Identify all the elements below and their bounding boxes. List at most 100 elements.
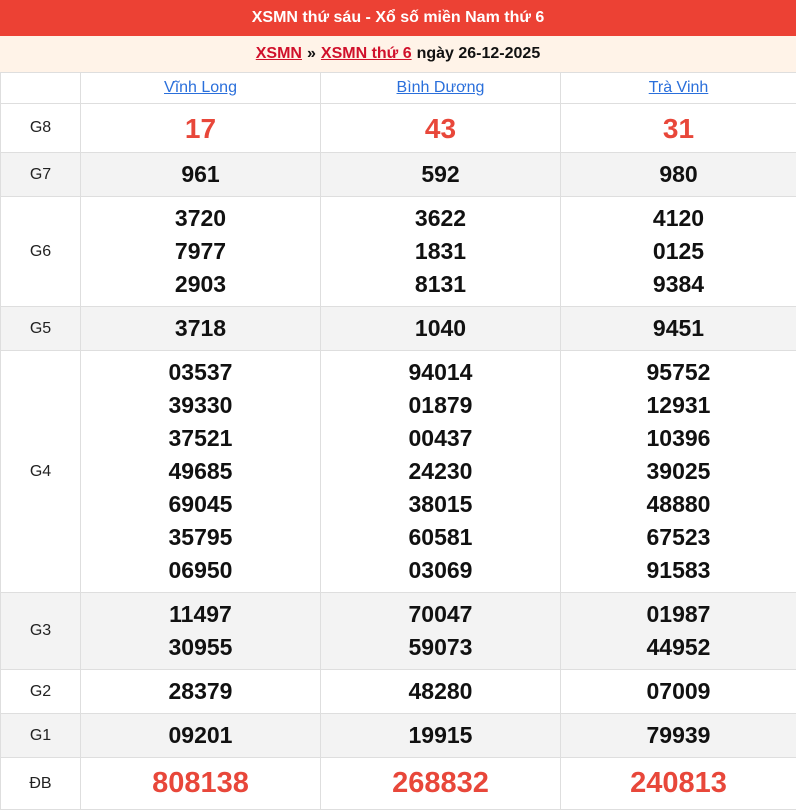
prize-cell: 980 <box>561 153 796 197</box>
prize-cell: 1040 <box>321 307 561 351</box>
winning-number: 19915 <box>321 719 560 752</box>
winning-number: 01987 <box>561 598 796 631</box>
winning-number: 69045 <box>81 488 320 521</box>
winning-number: 31 <box>561 112 796 145</box>
prize-cell: 268832 <box>321 758 561 810</box>
prize-cell: 17 <box>81 104 321 153</box>
winning-number: 3718 <box>81 312 320 345</box>
draw-date: ngày 26-12-2025 <box>417 45 541 63</box>
breadcrumb-separator: » <box>307 45 316 63</box>
prize-cell: 43 <box>321 104 561 153</box>
prize-label: G6 <box>1 197 81 307</box>
prize-label: G2 <box>1 670 81 714</box>
winning-number: 06950 <box>81 554 320 587</box>
winning-number: 35795 <box>81 521 320 554</box>
prize-cell: 31 <box>561 104 796 153</box>
prize-cell: 79939 <box>561 714 796 758</box>
winning-number: 43 <box>321 112 560 145</box>
winning-number: 01879 <box>321 389 560 422</box>
winning-number: 17 <box>81 112 320 145</box>
prize-cell: 19915 <box>321 714 561 758</box>
winning-number: 79939 <box>561 719 796 752</box>
winning-number: 7977 <box>81 235 320 268</box>
winning-number: 592 <box>321 158 560 191</box>
province-link-binh-duong[interactable]: Bình Dương <box>397 79 485 96</box>
prize-label: G4 <box>1 351 81 593</box>
corner-cell <box>1 73 81 104</box>
prize-label: G5 <box>1 307 81 351</box>
winning-number: 0125 <box>561 235 796 268</box>
winning-number: 03069 <box>321 554 560 587</box>
breadcrumb-xsmn-link[interactable]: XSMN <box>256 45 302 63</box>
province-header-row: Vĩnh Long Bình Dương Trà Vinh <box>1 73 796 104</box>
winning-number: 67523 <box>561 521 796 554</box>
winning-number: 980 <box>561 158 796 191</box>
prize-cell: 9451 <box>561 307 796 351</box>
winning-number: 48280 <box>321 675 560 708</box>
winning-number: 59073 <box>321 631 560 664</box>
winning-number: 38015 <box>321 488 560 521</box>
winning-number: 00437 <box>321 422 560 455</box>
winning-number: 3622 <box>321 202 560 235</box>
prize-label: G1 <box>1 714 81 758</box>
winning-number: 808138 <box>81 767 320 800</box>
winning-number: 49685 <box>81 455 320 488</box>
winning-number: 1831 <box>321 235 560 268</box>
prize-label: ĐB <box>1 758 81 810</box>
prize-label: G7 <box>1 153 81 197</box>
winning-number: 28379 <box>81 675 320 708</box>
breadcrumb: XSMN » XSMN thứ 6 ngày 26-12-2025 <box>0 36 796 72</box>
prize-cell: 240813 <box>561 758 796 810</box>
winning-number: 961 <box>81 158 320 191</box>
prize-cell: 28379 <box>81 670 321 714</box>
winning-number: 9384 <box>561 268 796 301</box>
prize-cell: 3718 <box>81 307 321 351</box>
winning-number: 10396 <box>561 422 796 455</box>
winning-number: 8131 <box>321 268 560 301</box>
winning-number: 12931 <box>561 389 796 422</box>
province-link-tra-vinh[interactable]: Trà Vinh <box>649 79 709 96</box>
winning-number: 240813 <box>561 767 796 800</box>
winning-number: 44952 <box>561 631 796 664</box>
prize-cell: 09201 <box>81 714 321 758</box>
province-link-vinh-long[interactable]: Vĩnh Long <box>164 79 237 96</box>
winning-number: 03537 <box>81 356 320 389</box>
winning-number: 39330 <box>81 389 320 422</box>
winning-number: 48880 <box>561 488 796 521</box>
winning-number: 30955 <box>81 631 320 664</box>
prize-cell: 07009 <box>561 670 796 714</box>
winning-number: 24230 <box>321 455 560 488</box>
winning-number: 268832 <box>321 767 560 800</box>
winning-number: 4120 <box>561 202 796 235</box>
winning-number: 70047 <box>321 598 560 631</box>
winning-number: 95752 <box>561 356 796 389</box>
winning-number: 2903 <box>81 268 320 301</box>
winning-number: 07009 <box>561 675 796 708</box>
breadcrumb-xsmn-thu6-link[interactable]: XSMN thứ 6 <box>321 45 412 63</box>
winning-number: 11497 <box>81 598 320 631</box>
prize-cell: 48280 <box>321 670 561 714</box>
winning-number: 37521 <box>81 422 320 455</box>
prize-cell: 592 <box>321 153 561 197</box>
prize-label: G8 <box>1 104 81 153</box>
winning-number: 94014 <box>321 356 560 389</box>
page-title: XSMN thứ sáu - Xổ số miền Nam thứ 6 <box>0 0 796 36</box>
